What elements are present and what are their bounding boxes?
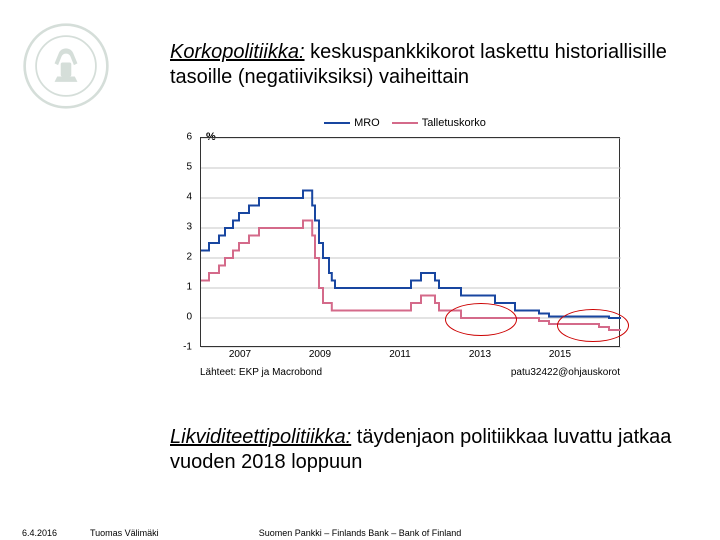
- chart-legend: MROTalletuskorko: [170, 115, 640, 129]
- highlight-ellipse: [557, 309, 629, 342]
- title-emphasis: Korkopolitiikka:: [170, 41, 305, 63]
- highlight-ellipse: [445, 303, 517, 336]
- chart-source: Lähteet: EKP ja Macrobond: [200, 367, 322, 378]
- y-axis-labels: -10123456: [170, 137, 196, 347]
- footer-org: Suomen Pankki – Finlands Bank – Bank of …: [0, 528, 720, 538]
- subtitle-emphasis: Likviditeettipolitiikka:: [170, 426, 351, 448]
- bank-logo: [22, 22, 110, 110]
- plot-area: [200, 137, 620, 347]
- slide-subtitle: Likviditeettipolitiikka: täydenjaon poli…: [170, 425, 690, 475]
- slide-title: Korkopolitiikka: keskuspankkikorot laske…: [170, 40, 680, 90]
- rate-chart: MROTalletuskorko % -10123456 20072009201…: [170, 115, 640, 390]
- chart-ref: patu32422@ohjauskorot: [511, 367, 620, 378]
- x-axis-labels: 20072009201120132015: [200, 349, 620, 363]
